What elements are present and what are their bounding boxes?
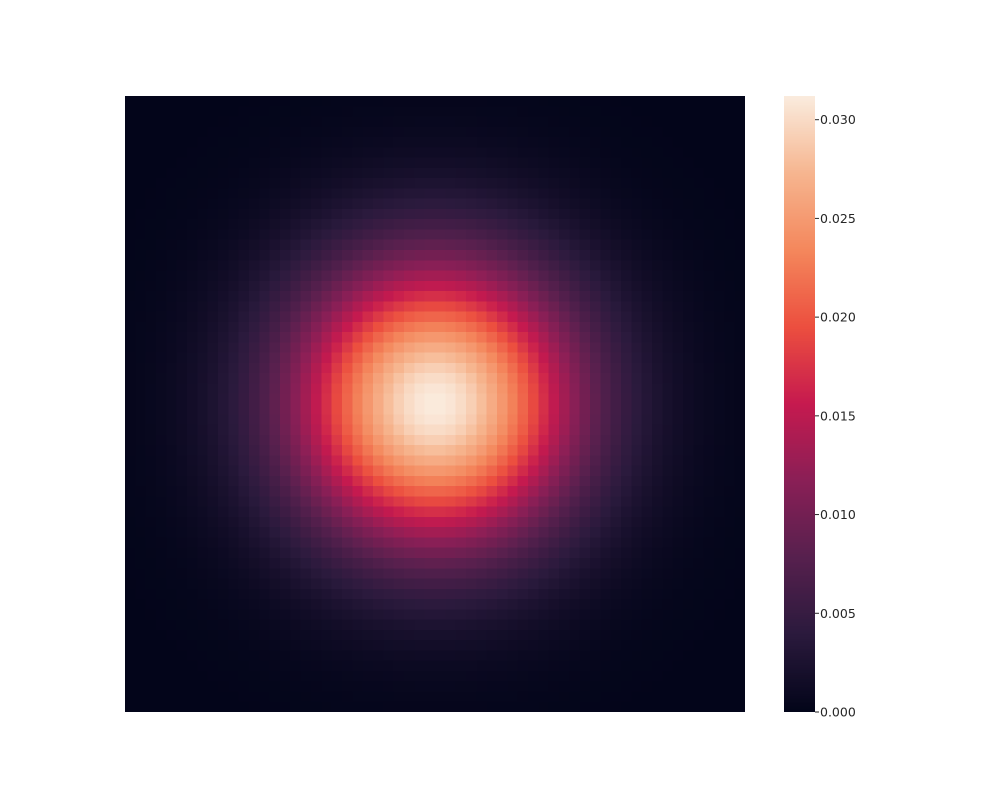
colorbar [784,96,815,712]
colorbar-tick-label: 0.005 [820,606,856,621]
colorbar-tick-label: 0.025 [820,211,856,226]
colorbar-tick-label: 0.000 [820,705,856,720]
heatmap-plot [125,96,745,712]
colorbar-tick-label: 0.010 [820,507,856,522]
colorbar-tick-label: 0.015 [820,408,856,423]
colorbar-tick-label: 0.030 [820,112,856,127]
colorbar-tick-label: 0.020 [820,310,856,325]
